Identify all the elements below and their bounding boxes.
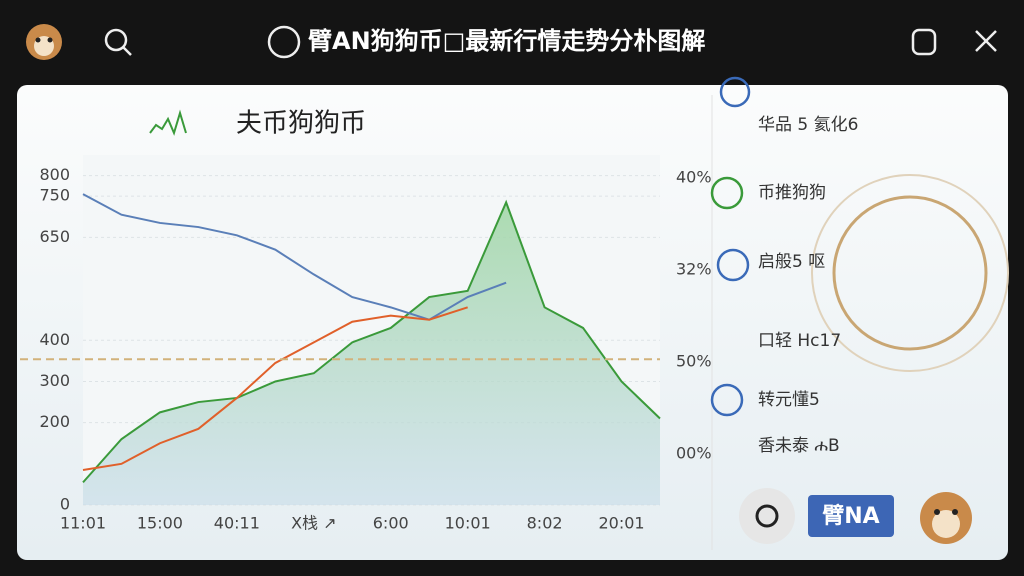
x-tick-label: 8:02 — [527, 514, 563, 533]
y-tick-label: 200 — [39, 412, 70, 431]
chart-title: 夫币狗狗币 — [236, 109, 366, 139]
x-tick-label: 20:01 — [598, 514, 644, 533]
right-axis-label: 40% — [676, 168, 712, 187]
y-tick-label: 400 — [39, 330, 70, 349]
x-tick-label: 11:01 — [60, 514, 106, 533]
x-tick-label: 6:00 — [373, 514, 409, 533]
side-item: 口轻 Hc17 — [758, 331, 841, 351]
refresh-button[interactable] — [739, 488, 795, 544]
y-tick-label: 800 — [39, 165, 70, 184]
close-button[interactable] — [975, 30, 997, 52]
brand-badge[interactable] — [808, 495, 894, 537]
header-title: 臂AN狗狗币□最新行情走势分朴图解 — [308, 27, 705, 55]
x-tick-label: 15:00 — [137, 514, 183, 533]
side-icon — [710, 383, 744, 417]
area — [83, 202, 660, 505]
y-tick-label: 750 — [39, 186, 70, 205]
y-tick-label: 0 — [60, 495, 70, 514]
search-icon[interactable] — [104, 28, 132, 56]
side-item: 香未泰 ሐB — [758, 436, 840, 456]
logo — [267, 25, 301, 59]
side-icon — [719, 76, 751, 108]
right-axis-label: 50% — [676, 352, 712, 371]
ring-decoration — [832, 195, 988, 351]
side-icon — [716, 248, 750, 282]
app-icon[interactable] — [26, 24, 62, 60]
y-tick-label: 300 — [39, 371, 70, 390]
y-tick-label: 650 — [39, 227, 70, 246]
side-item: 币推狗狗 — [758, 183, 826, 203]
x-tick-label: 40:11 — [214, 514, 260, 533]
right-axis-label: 00% — [676, 444, 712, 463]
side-item: 华品 5 氦化6 — [758, 115, 858, 135]
x-tick-label: 10:01 — [445, 514, 491, 533]
refresh-icon — [755, 504, 779, 528]
tab-button[interactable] — [911, 28, 937, 56]
side-icon — [710, 176, 744, 210]
series-line — [82, 193, 507, 321]
side-item: 启般5 呕 — [758, 252, 825, 272]
side-item: 转元懂5 — [758, 390, 820, 410]
series-line — [82, 199, 661, 484]
legend-icon — [149, 109, 187, 136]
x-tick-label: X栈 ↗ — [291, 514, 336, 533]
brand-label: 臂NA — [822, 503, 879, 529]
dog-icon — [920, 492, 972, 544]
right-axis-label: 32% — [676, 260, 712, 279]
series-line — [82, 306, 468, 471]
ring-decoration — [811, 174, 1009, 372]
